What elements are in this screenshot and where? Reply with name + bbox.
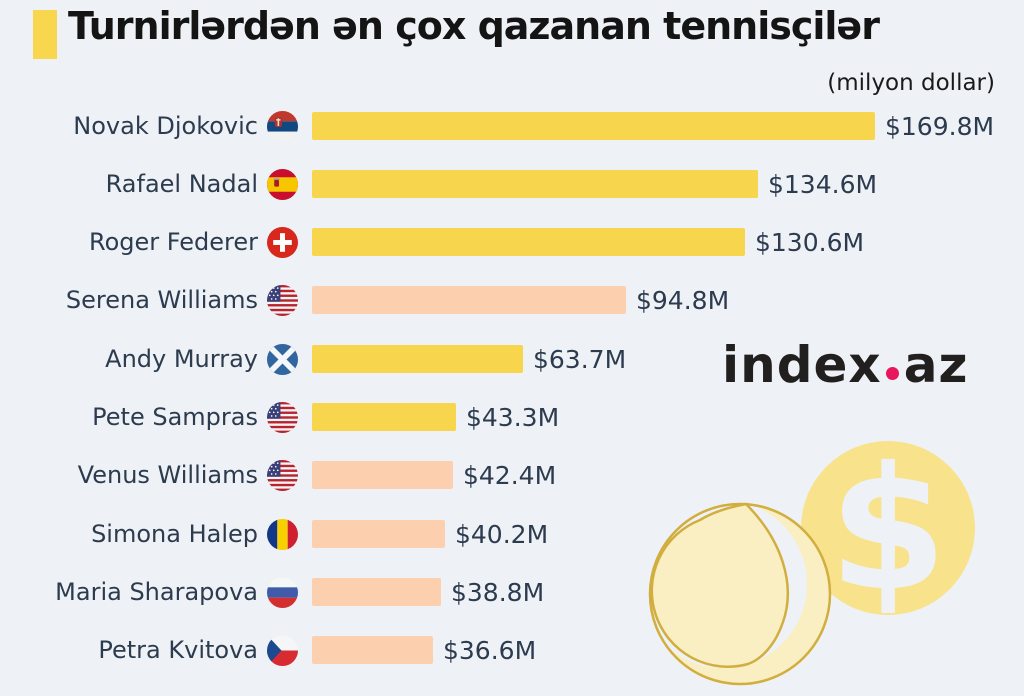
player-name: Simona Halep <box>91 520 258 548</box>
player-row: Pete Sampras $43.3M <box>0 401 559 433</box>
earnings-value: $130.6M <box>755 227 865 257</box>
earnings-bar <box>312 228 745 256</box>
logo-text-index: index <box>722 336 882 394</box>
flag-romania-icon <box>267 518 298 550</box>
earnings-bar <box>312 345 523 373</box>
earnings-bar <box>312 461 453 489</box>
earnings-bar <box>312 112 875 140</box>
flag-czechia-icon <box>267 634 298 666</box>
earnings-value: $169.8M <box>885 111 995 141</box>
title-accent-bar <box>33 10 57 59</box>
earnings-value: $38.8M <box>451 577 545 607</box>
earnings-bar <box>312 403 456 431</box>
earnings-value: $94.8M <box>636 285 730 315</box>
earnings-value: $134.6M <box>768 169 878 199</box>
player-name: Venus Williams <box>77 461 258 489</box>
flag-scotland-icon <box>267 343 298 375</box>
flag-serbia-icon <box>267 110 298 142</box>
earnings-value: $40.2M <box>455 519 549 549</box>
player-name: Maria Sharapova <box>55 578 258 606</box>
flag-usa-icon <box>267 459 298 491</box>
logo-dot <box>885 367 899 380</box>
flag-usa-icon <box>267 284 298 316</box>
earnings-bar <box>312 286 626 314</box>
flag-spain-icon <box>267 168 298 200</box>
player-name: Serena Williams <box>65 286 258 314</box>
page-title: Turnirlərdən ən çox qazanan tennisçilər <box>68 4 880 48</box>
player-row: Maria Sharapova $38.8M <box>0 576 544 608</box>
earnings-bar <box>312 170 758 198</box>
player-name: Novak Djokovic <box>73 112 258 140</box>
unit-note: (milyon dollar) <box>827 70 995 96</box>
logo-text-az: az <box>903 336 969 394</box>
player-row: Venus Williams $42.4M <box>0 459 556 491</box>
player-name: Andy Murray <box>105 345 258 373</box>
index-az-logo: index az <box>722 336 969 394</box>
player-row: Novak Djokovic $169.8M <box>0 110 994 142</box>
player-row: Rafael Nadal $134.6M <box>0 168 877 200</box>
earnings-value: $42.4M <box>463 460 557 490</box>
earnings-value: $43.3M <box>466 402 560 432</box>
player-row: Serena Williams $94.8M <box>0 284 729 316</box>
player-row: Andy Murray $63.7M <box>0 343 626 375</box>
earnings-value: $36.6M <box>443 635 537 665</box>
flag-usa-icon <box>267 401 298 433</box>
player-row: Simona Halep $40.2M <box>0 518 548 550</box>
player-name: Petra Kvitova <box>98 636 258 664</box>
player-row: Roger Federer $130.6M <box>0 226 864 258</box>
flag-russia-icon <box>267 576 298 608</box>
player-name: Roger Federer <box>88 228 258 256</box>
player-name: Rafael Nadal <box>105 170 258 198</box>
flag-switzerland-icon <box>267 226 298 258</box>
player-name: Pete Sampras <box>92 403 258 431</box>
earnings-bar <box>312 520 445 548</box>
earnings-bar <box>312 636 433 664</box>
earnings-value: $63.7M <box>533 344 627 374</box>
earnings-bar <box>312 578 441 606</box>
player-row: Petra Kvitova $36.6M <box>0 634 536 666</box>
